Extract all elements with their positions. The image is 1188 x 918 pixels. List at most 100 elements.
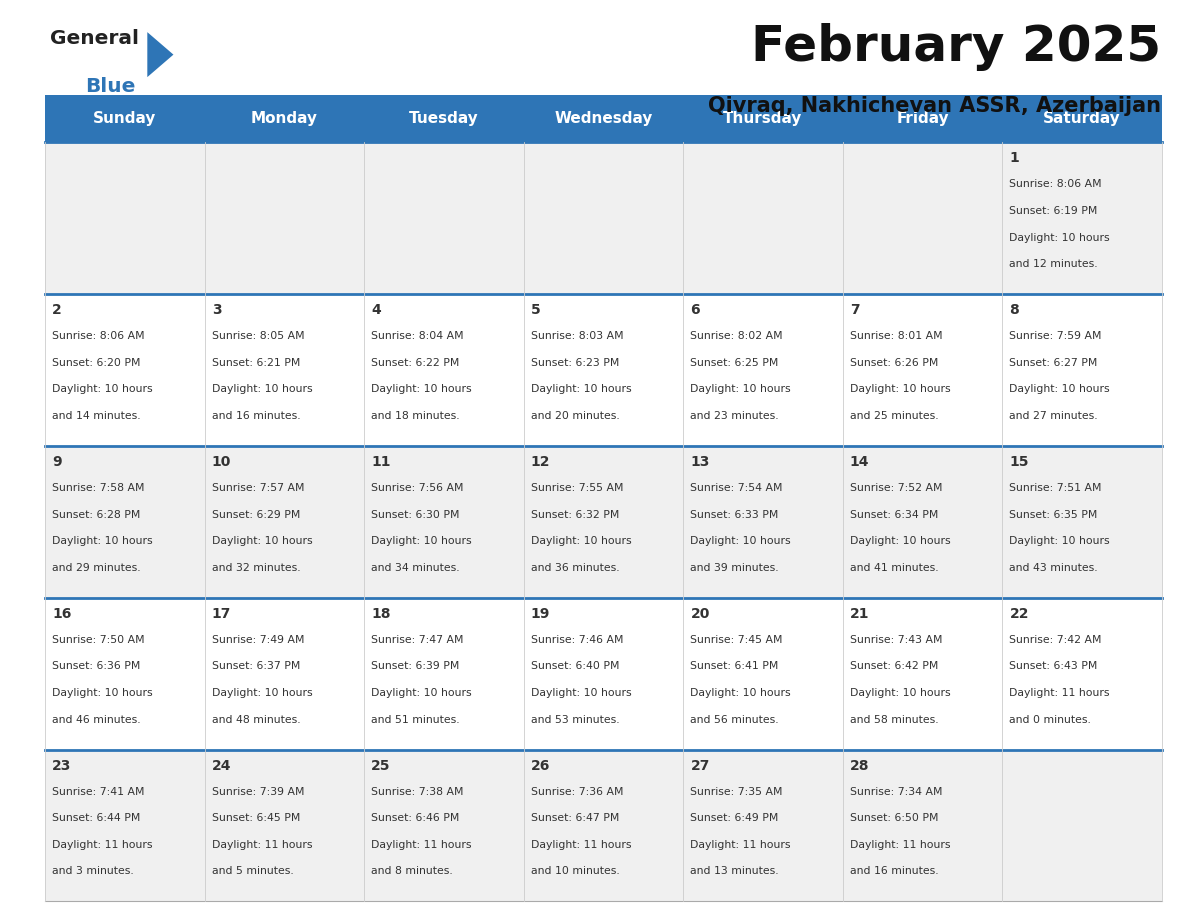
- Bar: [365, 446, 524, 598]
- Text: and 29 minutes.: and 29 minutes.: [52, 563, 141, 573]
- Text: Sunrise: 7:59 AM: Sunrise: 7:59 AM: [1010, 331, 1102, 341]
- Text: Daylight: 11 hours: Daylight: 11 hours: [211, 840, 312, 850]
- Bar: [45, 750, 204, 901]
- Text: Sunrise: 7:41 AM: Sunrise: 7:41 AM: [52, 787, 145, 797]
- Text: Sunset: 6:28 PM: Sunset: 6:28 PM: [52, 509, 140, 520]
- Bar: [45, 142, 204, 294]
- Text: Sunset: 6:45 PM: Sunset: 6:45 PM: [211, 813, 301, 823]
- Text: 15: 15: [1010, 455, 1029, 469]
- Text: Monday: Monday: [251, 111, 318, 126]
- Bar: [204, 142, 365, 294]
- Text: Sunset: 6:50 PM: Sunset: 6:50 PM: [849, 813, 939, 823]
- Text: 9: 9: [52, 455, 62, 469]
- Text: and 51 minutes.: and 51 minutes.: [372, 714, 460, 724]
- Text: Qivraq, Nakhichevan ASSR, Azerbaijan: Qivraq, Nakhichevan ASSR, Azerbaijan: [708, 96, 1161, 117]
- Text: Sunrise: 7:38 AM: Sunrise: 7:38 AM: [372, 787, 463, 797]
- Text: and 16 minutes.: and 16 minutes.: [849, 867, 939, 877]
- Text: Sunrise: 7:47 AM: Sunrise: 7:47 AM: [372, 635, 463, 644]
- Text: and 18 minutes.: and 18 minutes.: [372, 411, 460, 421]
- Text: and 13 minutes.: and 13 minutes.: [690, 867, 779, 877]
- Text: 17: 17: [211, 607, 232, 621]
- Text: February 2025: February 2025: [751, 23, 1161, 71]
- Text: and 5 minutes.: and 5 minutes.: [211, 867, 293, 877]
- Bar: [1003, 142, 1162, 294]
- Bar: [842, 446, 1003, 598]
- Text: Sunrise: 7:50 AM: Sunrise: 7:50 AM: [52, 635, 145, 644]
- Bar: [683, 598, 842, 750]
- Text: and 48 minutes.: and 48 minutes.: [211, 714, 301, 724]
- Text: and 39 minutes.: and 39 minutes.: [690, 563, 779, 573]
- Bar: [524, 750, 683, 901]
- Bar: [524, 294, 683, 446]
- Text: 4: 4: [372, 303, 381, 318]
- Text: Sunrise: 7:56 AM: Sunrise: 7:56 AM: [372, 483, 463, 493]
- Text: Sunset: 6:25 PM: Sunset: 6:25 PM: [690, 358, 779, 368]
- Bar: [683, 446, 842, 598]
- Text: Sunrise: 7:36 AM: Sunrise: 7:36 AM: [531, 787, 624, 797]
- Text: Daylight: 11 hours: Daylight: 11 hours: [690, 840, 791, 850]
- Text: Sunset: 6:46 PM: Sunset: 6:46 PM: [372, 813, 460, 823]
- Text: Daylight: 10 hours: Daylight: 10 hours: [52, 536, 153, 546]
- Text: Sunset: 6:22 PM: Sunset: 6:22 PM: [372, 358, 460, 368]
- Text: Daylight: 10 hours: Daylight: 10 hours: [52, 688, 153, 698]
- Text: Daylight: 10 hours: Daylight: 10 hours: [372, 688, 472, 698]
- Bar: [683, 294, 842, 446]
- Text: and 0 minutes.: and 0 minutes.: [1010, 714, 1092, 724]
- Text: 2: 2: [52, 303, 62, 318]
- Bar: [45, 446, 204, 598]
- Bar: [842, 598, 1003, 750]
- Text: Sunset: 6:47 PM: Sunset: 6:47 PM: [531, 813, 619, 823]
- Text: 23: 23: [52, 759, 71, 773]
- Text: 28: 28: [849, 759, 870, 773]
- Text: and 27 minutes.: and 27 minutes.: [1010, 411, 1098, 421]
- Text: 24: 24: [211, 759, 232, 773]
- Text: Sunrise: 7:34 AM: Sunrise: 7:34 AM: [849, 787, 942, 797]
- Text: Sunrise: 7:51 AM: Sunrise: 7:51 AM: [1010, 483, 1102, 493]
- Text: Sunset: 6:41 PM: Sunset: 6:41 PM: [690, 662, 779, 671]
- Text: and 3 minutes.: and 3 minutes.: [52, 867, 134, 877]
- Text: 8: 8: [1010, 303, 1019, 318]
- Text: Daylight: 10 hours: Daylight: 10 hours: [531, 385, 632, 395]
- Text: Sunrise: 8:06 AM: Sunrise: 8:06 AM: [52, 331, 145, 341]
- Bar: [365, 598, 524, 750]
- Text: Sunrise: 8:01 AM: Sunrise: 8:01 AM: [849, 331, 942, 341]
- Text: Sunset: 6:23 PM: Sunset: 6:23 PM: [531, 358, 619, 368]
- Text: and 20 minutes.: and 20 minutes.: [531, 411, 620, 421]
- Bar: [45, 598, 204, 750]
- Bar: [204, 446, 365, 598]
- Text: and 12 minutes.: and 12 minutes.: [1010, 259, 1098, 269]
- Bar: [45, 95, 1162, 142]
- Bar: [1003, 598, 1162, 750]
- Bar: [842, 142, 1003, 294]
- Text: Blue: Blue: [86, 77, 135, 96]
- Text: Sunset: 6:19 PM: Sunset: 6:19 PM: [1010, 206, 1098, 216]
- Text: Daylight: 10 hours: Daylight: 10 hours: [211, 688, 312, 698]
- Text: Sunset: 6:35 PM: Sunset: 6:35 PM: [1010, 509, 1098, 520]
- Text: Sunrise: 8:03 AM: Sunrise: 8:03 AM: [531, 331, 624, 341]
- Text: 25: 25: [372, 759, 391, 773]
- Bar: [683, 750, 842, 901]
- Bar: [204, 750, 365, 901]
- Text: 22: 22: [1010, 607, 1029, 621]
- Text: 19: 19: [531, 607, 550, 621]
- Text: Daylight: 10 hours: Daylight: 10 hours: [52, 385, 153, 395]
- Text: 7: 7: [849, 303, 860, 318]
- Text: and 8 minutes.: and 8 minutes.: [372, 867, 453, 877]
- Text: Daylight: 10 hours: Daylight: 10 hours: [690, 536, 791, 546]
- Text: Sunrise: 8:02 AM: Sunrise: 8:02 AM: [690, 331, 783, 341]
- Text: Sunset: 6:36 PM: Sunset: 6:36 PM: [52, 662, 140, 671]
- Text: and 36 minutes.: and 36 minutes.: [531, 563, 619, 573]
- Text: 5: 5: [531, 303, 541, 318]
- Text: and 10 minutes.: and 10 minutes.: [531, 867, 620, 877]
- Text: and 34 minutes.: and 34 minutes.: [372, 563, 460, 573]
- Text: Daylight: 11 hours: Daylight: 11 hours: [1010, 688, 1110, 698]
- Text: and 58 minutes.: and 58 minutes.: [849, 714, 939, 724]
- Bar: [1003, 750, 1162, 901]
- Bar: [683, 142, 842, 294]
- Text: Daylight: 11 hours: Daylight: 11 hours: [849, 840, 950, 850]
- Text: Sunrise: 7:45 AM: Sunrise: 7:45 AM: [690, 635, 783, 644]
- Text: Daylight: 10 hours: Daylight: 10 hours: [531, 536, 632, 546]
- Text: Sunset: 6:32 PM: Sunset: 6:32 PM: [531, 509, 619, 520]
- Text: Daylight: 10 hours: Daylight: 10 hours: [690, 688, 791, 698]
- Bar: [1003, 446, 1162, 598]
